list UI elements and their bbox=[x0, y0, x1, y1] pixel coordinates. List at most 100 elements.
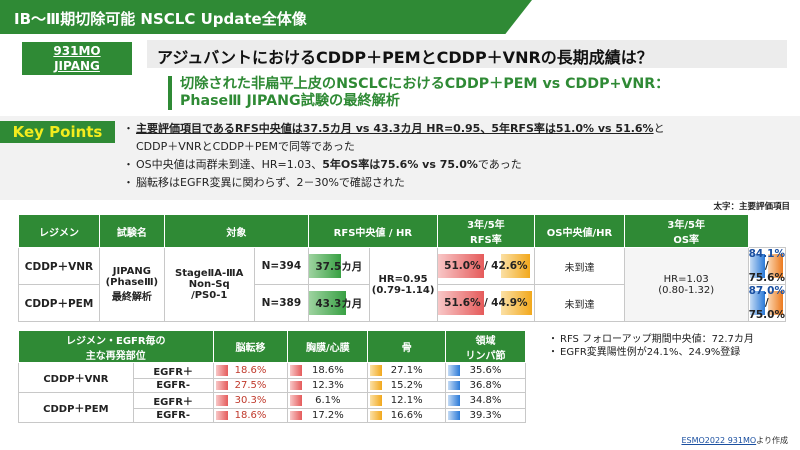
regimen-cell: CDDP＋VNR bbox=[18, 247, 100, 285]
key-points-list: 主要評価項目であるRFS中央値は37.5カ月 vs 43.3カ月 HR=0.95… bbox=[123, 120, 796, 192]
os3-value: 84.1% bbox=[748, 248, 785, 260]
rfs-hr-cell: HR=0.95 (0.79-1.14) bbox=[368, 247, 438, 322]
lymph-node-cell: 36.8% bbox=[445, 378, 526, 393]
pleura-bar bbox=[290, 365, 303, 376]
os3-bar bbox=[750, 291, 766, 315]
rfs-rate-cell: 51.0% / 42.6% bbox=[436, 247, 536, 285]
pleura-cell: 18.6% bbox=[287, 362, 369, 379]
target-histology: Non-Sq bbox=[188, 279, 230, 290]
os-sep: / bbox=[764, 297, 769, 309]
header-pleura: 胸膜/心膜 bbox=[287, 330, 369, 363]
badge-abstract-id: 931MO bbox=[53, 44, 101, 58]
rfs-median-bar bbox=[309, 254, 342, 278]
rfs-sep: / bbox=[483, 297, 488, 309]
trial-analysis: 最終解析 bbox=[111, 292, 152, 303]
egfr-status-cell: EGFR＋ bbox=[132, 392, 214, 409]
rfs-hr-ci: (0.79-1.14) bbox=[371, 284, 435, 296]
header-rfs-rate-l1: 3年/5年 bbox=[467, 220, 505, 231]
note-item: RFS フォローアップ期間中央値：72.7カ月 bbox=[548, 333, 754, 346]
target-stage: StageⅡA-ⅢA bbox=[175, 268, 244, 279]
bone-bar bbox=[370, 395, 383, 406]
key-points-label: Key Points bbox=[0, 121, 115, 143]
header-trial: 試験名 bbox=[98, 214, 165, 248]
bone-value: 27.1% bbox=[390, 365, 423, 376]
source-credit: ESMO2022 931MOより作成 bbox=[681, 435, 788, 446]
key-point-2-b: であった bbox=[477, 158, 522, 171]
header-brain: 脳転移 bbox=[212, 330, 289, 363]
header-target: 対象 bbox=[163, 214, 310, 248]
pleura-value: 12.3% bbox=[311, 380, 344, 391]
lymph-node-value: 35.6% bbox=[469, 365, 502, 376]
trial-phase: (PhaseⅢ) bbox=[105, 277, 159, 288]
key-point-2: OS中央値は両群未到達、HR=1.03、5年OS率は75.6% vs 75.0%… bbox=[123, 156, 796, 174]
bone-bar bbox=[370, 381, 383, 390]
header-regimen-egfr-l2: 主な再発部位 bbox=[85, 350, 146, 362]
trial-cell: JIPANG (PhaseⅢ) 最終解析 bbox=[98, 247, 165, 322]
brain-metastasis-cell: 18.6% bbox=[212, 362, 289, 379]
regimen-cell: CDDP＋PEM bbox=[18, 392, 134, 423]
lymph-node-value: 36.8% bbox=[469, 380, 502, 391]
target-cell: StageⅡA-ⅢA Non-Sq /PS0-1 bbox=[163, 247, 255, 322]
bold-legend-note: 太字：主要評価項目 bbox=[713, 202, 790, 212]
bone-cell: 12.1% bbox=[367, 392, 447, 409]
lymph-node-bar bbox=[448, 411, 461, 420]
subtitle-line2: PhaseⅢ JIPANG試験の最終解析 bbox=[180, 93, 400, 109]
rfs-median-value: 43.3カ月 bbox=[315, 297, 363, 310]
header-regimen-egfr: レジメン・EGFR毎の 主な再発部位 bbox=[18, 330, 214, 363]
pleura-cell: 6.1% bbox=[287, 392, 369, 409]
header-banner: IB～Ⅲ期切除可能 NSCLC Update全体像 bbox=[0, 0, 532, 34]
bone-bar bbox=[370, 365, 383, 376]
key-point-1-line2: CDDP＋VNRとCDDP＋PEMで同等であった bbox=[136, 140, 355, 153]
os-hr-cell: HR=1.03 (0.80-1.32) bbox=[623, 247, 749, 322]
regimen-cell: CDDP＋PEM bbox=[18, 284, 100, 322]
bone-value: 15.2% bbox=[390, 380, 423, 391]
pleura-value: 6.1% bbox=[315, 395, 341, 406]
lymph-node-value: 39.3% bbox=[469, 410, 502, 421]
rfs-hr-value: HR=0.95 bbox=[378, 273, 428, 285]
table1-row: CDDP＋PEM N=389 43.3カ月 51.6% / 44.9% 未到達 … bbox=[18, 284, 787, 322]
brain-metastasis-cell: 30.3% bbox=[212, 392, 289, 409]
os3-value: 87.0% bbox=[748, 285, 785, 297]
rfs3-value: 51.0% bbox=[444, 260, 481, 272]
table1-header-row: レジメン 試験名 対象 RFS中央値 / HR 3年/5年 RFS率 OS中央値/… bbox=[18, 214, 786, 248]
results-table: レジメン 試験名 対象 RFS中央値 / HR 3年/5年 RFS率 OS中央値/… bbox=[18, 214, 787, 322]
regimen-cell: CDDP＋VNR bbox=[18, 362, 134, 393]
brain-metastasis-bar bbox=[215, 365, 228, 376]
brain-metastasis-value: 27.5% bbox=[234, 380, 267, 391]
brain-metastasis-cell: 18.6% bbox=[212, 408, 289, 423]
lymph-node-bar bbox=[448, 381, 461, 390]
header-rfs-rate: 3年/5年 RFS率 bbox=[436, 214, 536, 248]
study-badge: 931MO JIPANG bbox=[22, 42, 132, 75]
rfs-median-cell: 37.5カ月 bbox=[308, 247, 370, 285]
brain-metastasis-value: 30.3% bbox=[234, 395, 267, 406]
os-rate-cell: 84.1% / 75.6% bbox=[747, 247, 787, 285]
key-point-2-bold: 5年OS率は75.6% vs 75.0% bbox=[322, 158, 478, 171]
bone-value: 12.1% bbox=[390, 395, 423, 406]
lymph-node-bar bbox=[448, 365, 461, 376]
header-bone: 骨 bbox=[367, 330, 447, 363]
target-ps: /PS0-1 bbox=[191, 290, 228, 301]
key-point-3: 脳転移はEGFR変異に関わらず、2－30%で確認された bbox=[123, 174, 796, 192]
rfs5-value: 44.9% bbox=[491, 297, 528, 309]
os-median-cell: 未到達 bbox=[534, 247, 625, 285]
recurrence-site-table: レジメン・EGFR毎の 主な再発部位 脳転移 胸膜/心膜 骨 領域 リンパ節 CDD… bbox=[18, 330, 526, 423]
pleura-cell: 17.2% bbox=[287, 408, 369, 423]
n-cell: N=389 bbox=[253, 284, 310, 322]
source-link[interactable]: ESMO2022 931MO bbox=[681, 436, 757, 445]
header-os-rate-l1: 3年/5年 bbox=[667, 220, 705, 231]
rfs-rate-cell: 51.6% / 44.9% bbox=[436, 284, 536, 322]
os-hr-value: HR=1.03 bbox=[663, 273, 709, 285]
lymph-node-bar bbox=[448, 395, 461, 406]
pleura-bar bbox=[290, 381, 303, 390]
brain-metastasis-bar bbox=[215, 411, 228, 420]
os-median-cell: 未到達 bbox=[534, 284, 625, 322]
brain-metastasis-cell: 27.5% bbox=[212, 378, 289, 393]
os3-bar bbox=[750, 254, 765, 278]
table2-header-row: レジメン・EGFR毎の 主な再発部位 脳転移 胸膜/心膜 骨 領域 リンパ節 bbox=[18, 330, 526, 363]
header-lymph-l1: 領域 bbox=[475, 335, 496, 347]
table2-row: EGFR- 27.5% 12.3% 15.2% 36.8% bbox=[19, 378, 526, 393]
slide-subtitle: 切除された非扁平上皮のNSCLCにおけるCDDP＋PEM vs CDDP+VNR… bbox=[168, 76, 768, 110]
rfs-median-bar bbox=[309, 291, 347, 315]
n-cell: N=394 bbox=[253, 247, 310, 285]
lymph-node-value: 34.8% bbox=[469, 395, 502, 406]
